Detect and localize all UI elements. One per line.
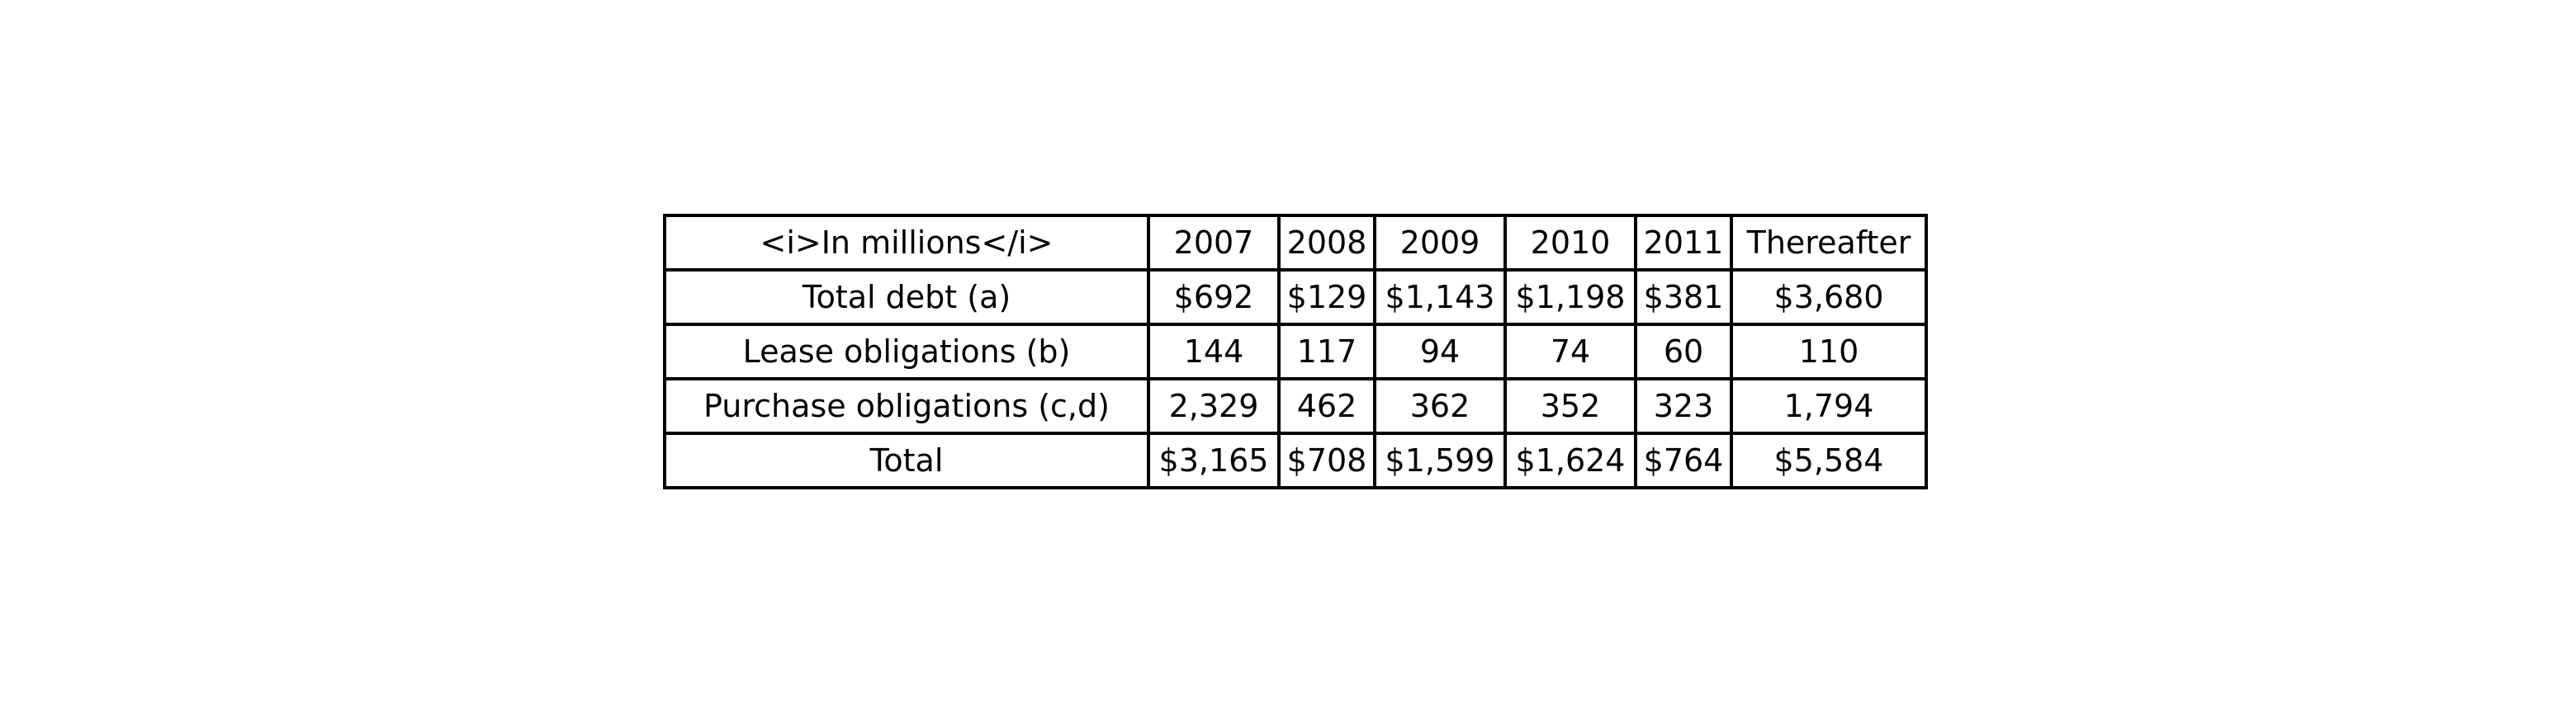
table-cell: 110	[1730, 323, 1928, 380]
header-cell-2008: 2008	[1277, 214, 1376, 272]
header-cell-thereafter: Thereafter	[1730, 214, 1928, 272]
row-label: Total debt (a)	[663, 268, 1150, 326]
table-row-total: Total $3,165 $708 $1,599 $1,624 $764 $5,…	[663, 432, 1928, 489]
table-cell: 352	[1503, 377, 1637, 435]
table-cell: $5,584	[1730, 432, 1928, 489]
table-row-lease-obligations: Lease obligations (b) 144 117 94 74 60 1…	[663, 323, 1928, 380]
table-cell: 362	[1373, 377, 1507, 435]
table-cell: 94	[1373, 323, 1507, 380]
row-label: Lease obligations (b)	[663, 323, 1150, 380]
row-label: Purchase obligations (c,d)	[663, 377, 1150, 435]
table-row-purchase-obligations: Purchase obligations (c,d) 2,329 462 362…	[663, 377, 1928, 435]
contractual-obligations-table: <i>In millions</i> 2007 2008 2009 2010 2…	[663, 214, 1928, 489]
table-cell: $1,599	[1373, 432, 1507, 489]
table-cell: $1,624	[1503, 432, 1637, 489]
table-cell: $129	[1277, 268, 1376, 326]
table-cell: $692	[1147, 268, 1281, 326]
table-cell: $3,165	[1147, 432, 1281, 489]
table-cell: 1,794	[1730, 377, 1928, 435]
table-cell: $708	[1277, 432, 1376, 489]
table-row-total-debt: Total debt (a) $692 $129 $1,143 $1,198 $…	[663, 268, 1928, 326]
header-cell-2011: 2011	[1634, 214, 1733, 272]
contractual-obligations-table-container: <i>In millions</i> 2007 2008 2009 2010 2…	[663, 214, 1928, 489]
table-cell: $381	[1634, 268, 1733, 326]
header-cell-2009: 2009	[1373, 214, 1507, 272]
table-cell: 2,329	[1147, 377, 1281, 435]
table-cell: $764	[1634, 432, 1733, 489]
header-cell-units: <i>In millions</i>	[663, 214, 1150, 272]
table-cell: $1,198	[1503, 268, 1637, 326]
table-cell: 74	[1503, 323, 1637, 380]
table-cell: 323	[1634, 377, 1733, 435]
header-row: <i>In millions</i> 2007 2008 2009 2010 2…	[663, 214, 1928, 272]
table-cell: $1,143	[1373, 268, 1507, 326]
table-cell: 462	[1277, 377, 1376, 435]
row-label: Total	[663, 432, 1150, 489]
table-cell: 60	[1634, 323, 1733, 380]
table-cell: 144	[1147, 323, 1281, 380]
header-cell-2007: 2007	[1147, 214, 1281, 272]
header-cell-2010: 2010	[1503, 214, 1637, 272]
table-cell: $3,680	[1730, 268, 1928, 326]
table-cell: 117	[1277, 323, 1376, 380]
